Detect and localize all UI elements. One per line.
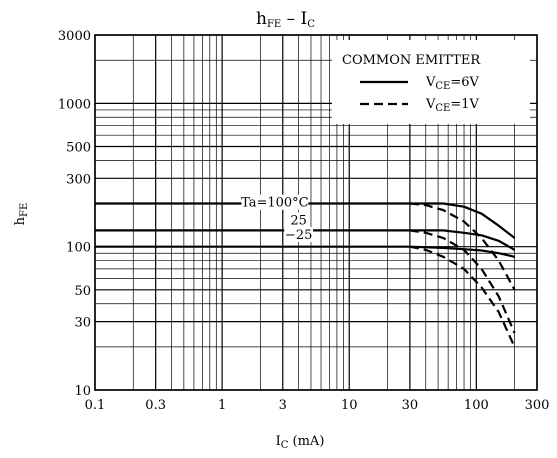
annotation-background xyxy=(288,212,310,228)
curve-annotation: 25 xyxy=(290,213,307,228)
y-tick-label: 10 xyxy=(74,384,91,399)
x-tick-labels: 0.1 0.3 1 3 10 30 100 300 xyxy=(85,398,550,413)
series-line-vce-6v xyxy=(95,229,516,251)
annotation-background xyxy=(284,227,314,243)
y-tick-label: 3000 xyxy=(58,29,91,44)
y-tick-label: 500 xyxy=(66,141,91,156)
title-ic-sub: C xyxy=(307,19,315,30)
y-tick-label: 300 xyxy=(66,172,91,187)
x-tick-label: 300 xyxy=(525,398,550,413)
x-tick-label: 0.3 xyxy=(145,398,166,413)
series-line-vce-1v xyxy=(409,245,516,348)
curve-annotation: Ta=100°C xyxy=(241,196,309,211)
legend-entry-label: VCE=6V xyxy=(425,75,480,92)
x-axis-label: IC (mA) xyxy=(276,434,325,451)
legend-entries: VCE=6V VCE=1V xyxy=(360,75,480,114)
y-tick-label: 30 xyxy=(74,316,91,331)
legend-title: COMMON EMITTER xyxy=(342,53,481,68)
chart-title: hFE – IC xyxy=(256,9,315,30)
curve-annotation: −25 xyxy=(285,228,312,243)
title-h: h xyxy=(256,9,267,29)
x-tick-label: 3 xyxy=(279,398,287,413)
series-line-vce-1v xyxy=(409,202,516,291)
y-tick-labels: 10 30 50 100 300 500 1000 3000 xyxy=(58,29,91,399)
legend-entry-label: VCE=1V xyxy=(425,97,480,114)
x-tick-label: 30 xyxy=(402,398,419,413)
y-tick-label: 1000 xyxy=(58,97,91,112)
annotations: Ta=100°C 25−25 xyxy=(241,194,314,243)
legend: COMMON EMITTER VCE=6V VCE=1V xyxy=(332,40,530,124)
series-line-vce-6v xyxy=(95,202,516,239)
x-tick-label: 10 xyxy=(341,398,358,413)
x-tick-label: 0.1 xyxy=(85,398,106,413)
x-tick-label: 1 xyxy=(218,398,226,413)
title-h-sub: FE xyxy=(267,19,281,30)
annotation-background xyxy=(241,194,309,210)
y-tick-label: 100 xyxy=(66,241,91,256)
title-ic: I xyxy=(301,9,308,29)
title-dash: – xyxy=(287,9,296,29)
y-tick-label: 50 xyxy=(74,284,91,299)
curves xyxy=(95,202,516,348)
x-tick-label: 100 xyxy=(464,398,489,413)
plot-frame xyxy=(94,34,538,391)
series-line-vce-6v xyxy=(95,245,515,258)
y-axis-label: hFE xyxy=(13,203,30,226)
